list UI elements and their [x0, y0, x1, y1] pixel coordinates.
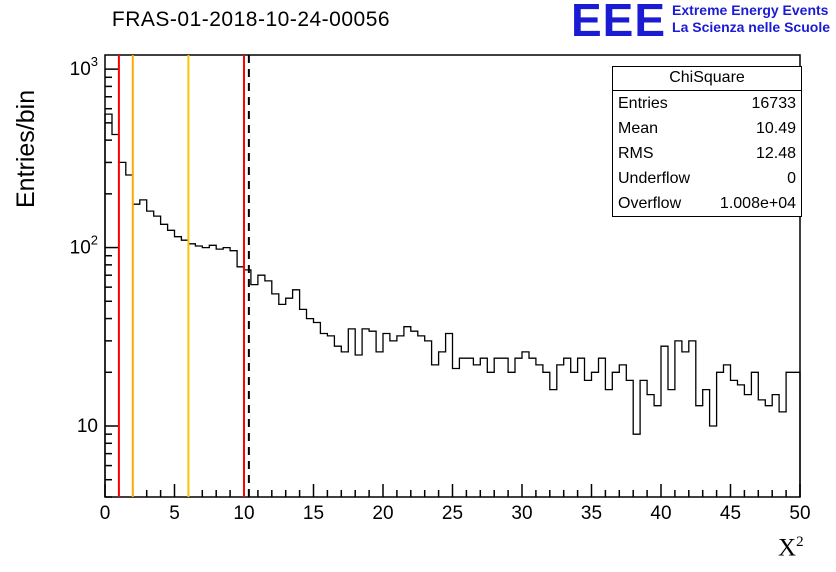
eee-logo-line1: Extreme Energy Events — [672, 2, 829, 18]
x-tick-label: 20 — [372, 503, 393, 524]
x-tick-label: 0 — [100, 503, 111, 524]
stats-box: ChiSquare Entries 16733 Mean 10.49 RMS 1… — [612, 66, 802, 217]
histogram-series — [104, 113, 801, 497]
stats-label: Underflow — [618, 170, 691, 187]
x-tick-label: 50 — [789, 503, 810, 524]
x-axis-title-base: X — [778, 534, 797, 562]
stats-value: 16733 — [751, 95, 797, 112]
x-axis: 0 5 10 15 20 25 30 35 40 45 50 — [100, 484, 811, 524]
x-tick-label: 35 — [581, 503, 602, 524]
stats-row-entries: Entries 16733 — [613, 91, 801, 116]
x-tick-label: 30 — [511, 503, 532, 524]
x-tick-label: 5 — [169, 503, 180, 524]
y-tick-label: 10 — [77, 416, 98, 437]
stats-label: RMS — [618, 145, 654, 162]
stats-value: 1.008e+04 — [719, 195, 796, 212]
y-tick-label: 103 — [70, 54, 98, 80]
x-tick-label: 45 — [720, 503, 741, 524]
stats-label: Overflow — [618, 195, 682, 212]
eee-logo-acronym: EEE — [571, 0, 667, 46]
marker-lines — [117, 55, 250, 497]
x-tick-label: 40 — [650, 503, 671, 524]
x-axis-title-exponent: 2 — [796, 534, 804, 550]
stats-label: Entries — [618, 95, 668, 112]
stats-row-mean: Mean 10.49 — [613, 116, 801, 141]
stats-label: Mean — [618, 120, 659, 137]
stats-value: 10.49 — [755, 120, 796, 137]
stats-row-rms: RMS 12.48 — [613, 141, 801, 166]
stats-value: 12.48 — [755, 145, 796, 162]
y-tick-label: 102 — [70, 233, 98, 259]
eee-logo-line2: La Scienza nelle Scuole — [672, 19, 830, 35]
stats-value: 0 — [787, 170, 796, 187]
y-axis-title: Entries/bin — [12, 89, 40, 208]
x-axis-title: X2 — [778, 534, 804, 562]
stats-title: ChiSquare — [613, 67, 801, 91]
eee-logo: EEE Extreme Energy Events La Scienza nel… — [571, 0, 830, 46]
x-tick-label: 15 — [303, 503, 324, 524]
histogram-line — [104, 113, 801, 497]
y-axis: 10 102 103 — [70, 54, 118, 498]
x-tick-label: 25 — [442, 503, 463, 524]
eee-logo-text: Extreme Energy Events La Scienza nelle S… — [672, 0, 830, 36]
x-tick-label: 10 — [233, 503, 254, 524]
plot-title: FRAS-01-2018-10-24-00056 — [111, 8, 391, 31]
stats-row-underflow: Underflow 0 — [613, 166, 801, 191]
stats-row-overflow: Overflow 1.008e+04 — [613, 191, 801, 216]
